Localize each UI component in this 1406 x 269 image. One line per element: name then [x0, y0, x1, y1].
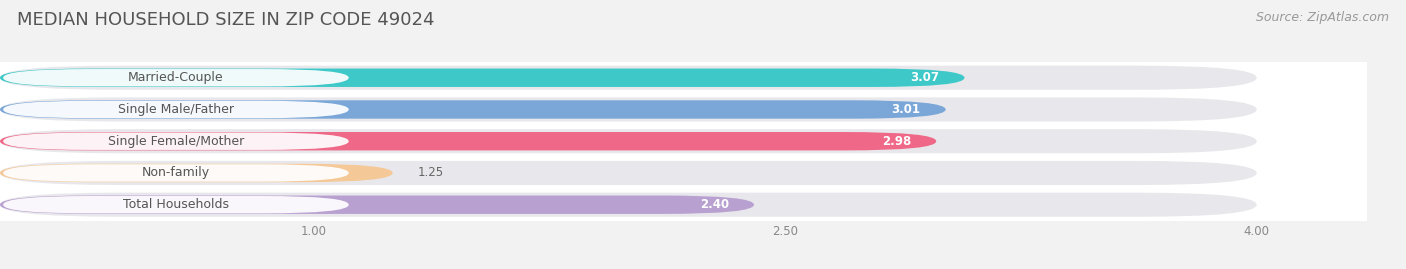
FancyBboxPatch shape	[0, 129, 1257, 153]
FancyBboxPatch shape	[0, 100, 946, 119]
FancyBboxPatch shape	[0, 196, 754, 214]
Text: MEDIAN HOUSEHOLD SIZE IN ZIP CODE 49024: MEDIAN HOUSEHOLD SIZE IN ZIP CODE 49024	[17, 11, 434, 29]
FancyBboxPatch shape	[0, 69, 965, 87]
FancyBboxPatch shape	[0, 161, 1257, 185]
Text: Non-family: Non-family	[142, 167, 209, 179]
FancyBboxPatch shape	[3, 133, 349, 150]
Text: 2.98: 2.98	[882, 135, 911, 148]
FancyBboxPatch shape	[0, 193, 1257, 217]
Text: 3.01: 3.01	[891, 103, 921, 116]
FancyBboxPatch shape	[3, 69, 349, 86]
Text: Source: ZipAtlas.com: Source: ZipAtlas.com	[1256, 11, 1389, 24]
Text: Total Households: Total Households	[122, 198, 229, 211]
Text: 1.25: 1.25	[418, 167, 444, 179]
FancyBboxPatch shape	[3, 101, 349, 118]
FancyBboxPatch shape	[3, 164, 349, 182]
Text: 2.40: 2.40	[700, 198, 728, 211]
FancyBboxPatch shape	[3, 196, 349, 213]
FancyBboxPatch shape	[0, 97, 1257, 122]
Text: Single Male/Father: Single Male/Father	[118, 103, 233, 116]
FancyBboxPatch shape	[0, 164, 392, 182]
FancyBboxPatch shape	[0, 66, 1257, 90]
FancyBboxPatch shape	[0, 132, 936, 150]
Text: 3.07: 3.07	[910, 71, 939, 84]
Text: Single Female/Mother: Single Female/Mother	[108, 135, 245, 148]
Text: Married-Couple: Married-Couple	[128, 71, 224, 84]
